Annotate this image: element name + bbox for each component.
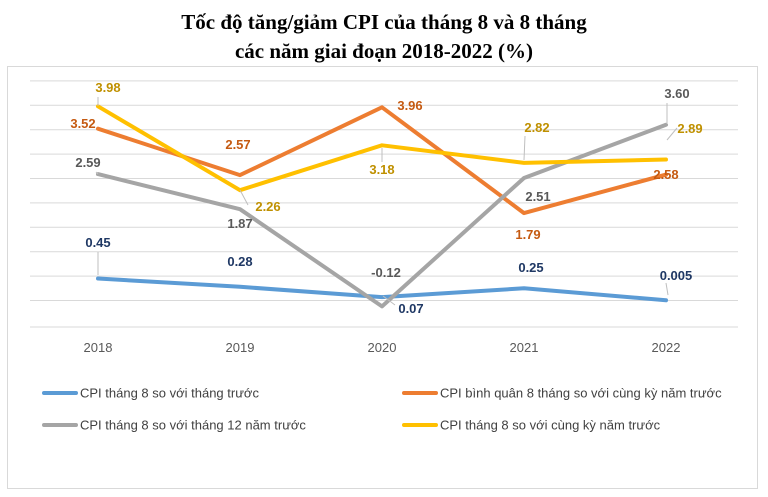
- data-label: 3.52: [70, 116, 95, 131]
- series-line-1: [96, 276, 668, 303]
- legend-label: CPI tháng 8 so với tháng 12 năm trước: [80, 418, 306, 433]
- data-label: 2.82: [524, 120, 549, 135]
- data-label: 0.25: [518, 260, 543, 275]
- data-label: 3.98: [95, 80, 120, 95]
- data-label: 3.96: [397, 98, 422, 113]
- x-tick-label: 2022: [652, 340, 681, 355]
- x-tick-label: 2021: [510, 340, 539, 355]
- data-label-leader: [239, 189, 249, 206]
- data-label: 0.07: [398, 301, 423, 316]
- data-label: 2.26: [255, 199, 280, 214]
- chart-frame: [7, 66, 758, 489]
- data-label-leader: [666, 127, 678, 141]
- series-line-4: [96, 104, 668, 193]
- data-label: 2.51: [525, 189, 550, 204]
- data-label-leader: [665, 282, 669, 296]
- x-tick-label: 2019: [226, 340, 255, 355]
- data-label: 2.58: [653, 167, 678, 182]
- data-label: 0.28: [227, 254, 252, 269]
- data-label-leader: [523, 135, 526, 161]
- chart-title-line-1: Tốc độ tăng/giảm CPI của tháng 8 và 8 th…: [181, 10, 587, 34]
- data-label: 0.005: [660, 268, 693, 283]
- data-label: 3.18: [369, 162, 394, 177]
- legend-label: CPI tháng 8 so với tháng trước: [80, 386, 259, 401]
- data-label: 2.57: [225, 137, 250, 152]
- data-label-leader: [382, 295, 396, 306]
- data-label: 2.89: [677, 121, 702, 136]
- x-tick-label: 2018: [84, 340, 113, 355]
- legend-label: CPI tháng 8 so với cùng kỳ năm trước: [440, 418, 661, 433]
- data-label: 1.87: [227, 216, 252, 231]
- chart-title-line-2: các năm giai đoạn 2018-2022 (%): [234, 39, 534, 63]
- data-label-leader: [95, 171, 99, 175]
- data-label: 0.45: [85, 235, 110, 250]
- chart-title: Tốc độ tăng/giảm CPI của tháng 8 và 8 th…: [0, 8, 768, 66]
- legend-label: CPI bình quân 8 tháng so với cùng kỳ năm…: [440, 386, 722, 401]
- data-label: -0.12: [371, 265, 401, 280]
- data-label: 3.60: [664, 86, 689, 101]
- series-line-2: [96, 105, 668, 216]
- data-label: 2.59: [75, 155, 100, 170]
- data-label: 1.79: [515, 227, 540, 242]
- x-tick-label: 2020: [368, 340, 397, 355]
